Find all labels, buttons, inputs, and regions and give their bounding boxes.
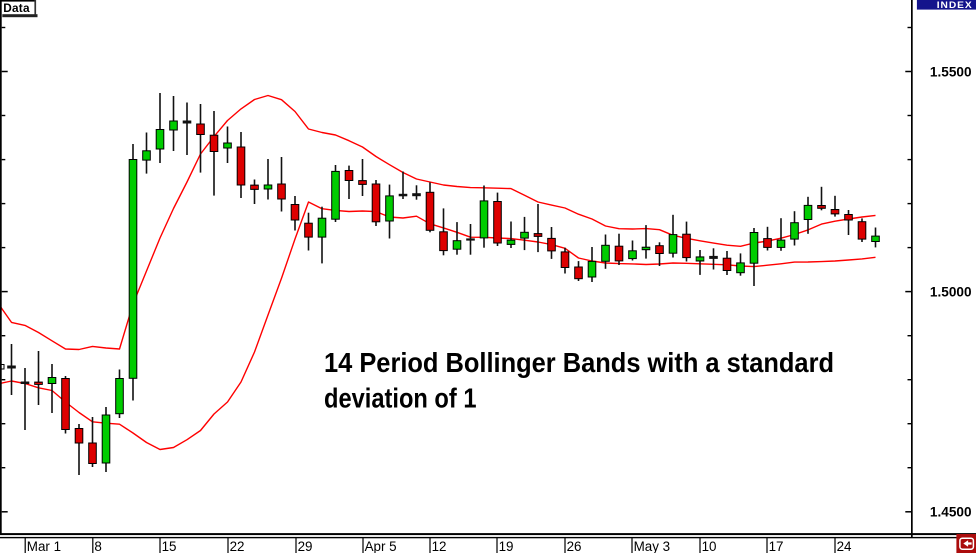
svg-text:Mar 1: Mar 1	[27, 539, 61, 553]
svg-text:17: 17	[769, 539, 784, 553]
svg-text:19: 19	[499, 539, 514, 553]
svg-text:Apr 5: Apr 5	[365, 539, 397, 553]
svg-text:26: 26	[567, 539, 582, 553]
svg-text:May 3: May 3	[634, 539, 670, 553]
svg-text:deviation of 1: deviation of 1	[324, 383, 477, 414]
svg-text:8: 8	[94, 539, 101, 553]
svg-text:1.5000: 1.5000	[930, 285, 972, 300]
svg-text:29: 29	[298, 539, 313, 553]
svg-text:22: 22	[230, 539, 245, 553]
svg-text:1.5500: 1.5500	[930, 64, 972, 79]
svg-text:10: 10	[702, 539, 717, 553]
svg-text:INDEX: INDEX	[937, 0, 973, 10]
svg-text:1.4500: 1.4500	[930, 505, 972, 520]
svg-text:24: 24	[837, 539, 852, 553]
svg-text:14 Period Bollinger Bands with: 14 Period Bollinger Bands with a standar…	[324, 347, 834, 378]
svg-text:Data: Data	[3, 1, 30, 15]
svg-text:12: 12	[432, 539, 447, 553]
svg-text:15: 15	[162, 539, 177, 553]
